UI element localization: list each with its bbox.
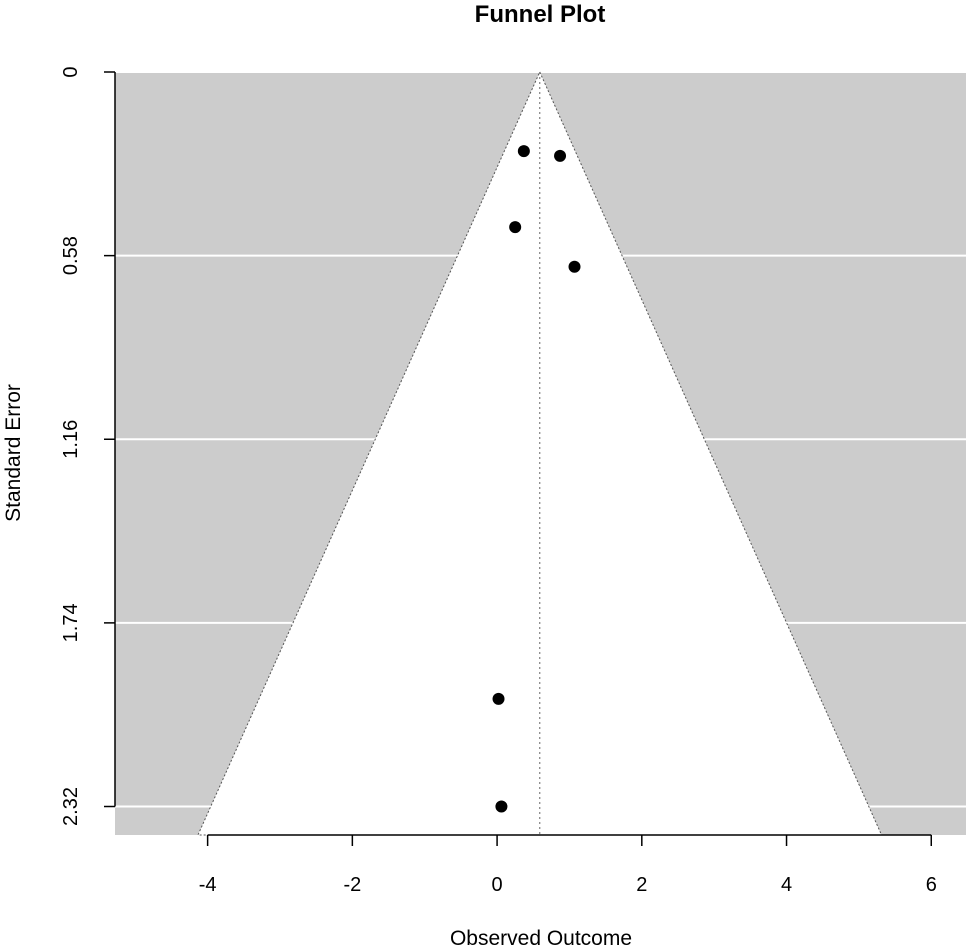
y-tick-label: 1.74: [60, 603, 82, 642]
data-point: [554, 149, 567, 162]
y-tick-label: 2.32: [60, 787, 82, 826]
y-tick-label: 0.58: [60, 236, 82, 275]
x-tick-label: 2: [636, 874, 647, 896]
y-tick-label: 1.16: [60, 420, 82, 459]
y-axis: 0 0.58 1.16 1.74 2.32: [60, 66, 116, 826]
x-axis: -4 -2 0 2 4 6: [199, 834, 937, 896]
data-point: [517, 145, 530, 158]
data-point: [495, 800, 508, 813]
x-tick-label: 6: [926, 874, 937, 896]
data-points: [492, 145, 581, 813]
x-tick-label: 4: [781, 874, 792, 896]
x-tick-label: -4: [199, 874, 217, 896]
x-tick-label: -2: [343, 874, 361, 896]
data-point: [509, 221, 522, 234]
x-tick-label: 0: [492, 874, 503, 896]
x-axis-label: Observed Outcome: [450, 927, 632, 950]
y-axis-label: Standard Error: [2, 384, 25, 522]
y-tick-label: 0: [60, 66, 82, 77]
chart-title: Funnel Plot: [475, 1, 606, 28]
data-point: [492, 692, 505, 705]
data-point: [568, 260, 581, 273]
